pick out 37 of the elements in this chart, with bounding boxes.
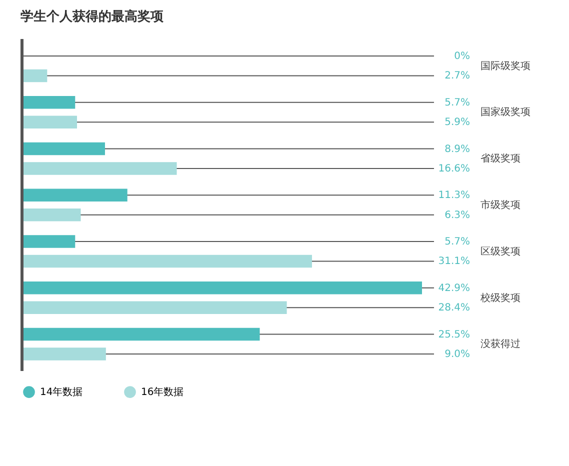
data-label: 0% <box>454 51 470 62</box>
bar <box>22 142 105 156</box>
data-label: 11.3% <box>438 190 470 202</box>
bar <box>22 116 78 128</box>
data-label: 2.7% <box>444 70 470 82</box>
y-tick-label: 没获得过 <box>480 338 520 350</box>
bar <box>22 254 312 268</box>
data-label: 5.7% <box>444 236 470 248</box>
bar <box>22 328 260 341</box>
y-tick-label: 国家级奖项 <box>480 106 530 118</box>
bar <box>22 162 177 175</box>
y-tick-label: 市级奖项 <box>480 199 520 211</box>
bar <box>22 348 106 360</box>
data-label: 8.9% <box>444 144 470 155</box>
bar <box>22 69 48 82</box>
data-label: 28.4% <box>438 302 470 314</box>
y-tick-label: 省级奖项 <box>480 152 520 165</box>
bar <box>22 235 76 248</box>
y-tick-label: 区级奖项 <box>480 245 520 258</box>
data-label: 16.6% <box>438 163 470 174</box>
data-label: 42.9% <box>438 282 470 294</box>
legend-label: 16年数据 <box>141 386 184 398</box>
data-label: 5.9% <box>444 117 470 128</box>
bar <box>22 301 287 314</box>
y-tick-label: 校级奖项 <box>480 292 520 304</box>
chart-title: 学生个人获得的最高奖项 <box>20 8 164 24</box>
data-label: 6.3% <box>444 210 470 221</box>
data-label: 25.5% <box>438 329 470 340</box>
bar <box>22 96 76 109</box>
bar <box>22 282 422 294</box>
bar <box>22 188 128 202</box>
legend-label: 14年数据 <box>40 386 83 398</box>
y-tick-label: 国际级奖项 <box>480 60 530 72</box>
data-label: 31.1% <box>438 256 470 268</box>
data-label: 5.7% <box>444 97 470 108</box>
data-label: 9.0% <box>444 348 470 360</box>
bar <box>22 208 81 222</box>
